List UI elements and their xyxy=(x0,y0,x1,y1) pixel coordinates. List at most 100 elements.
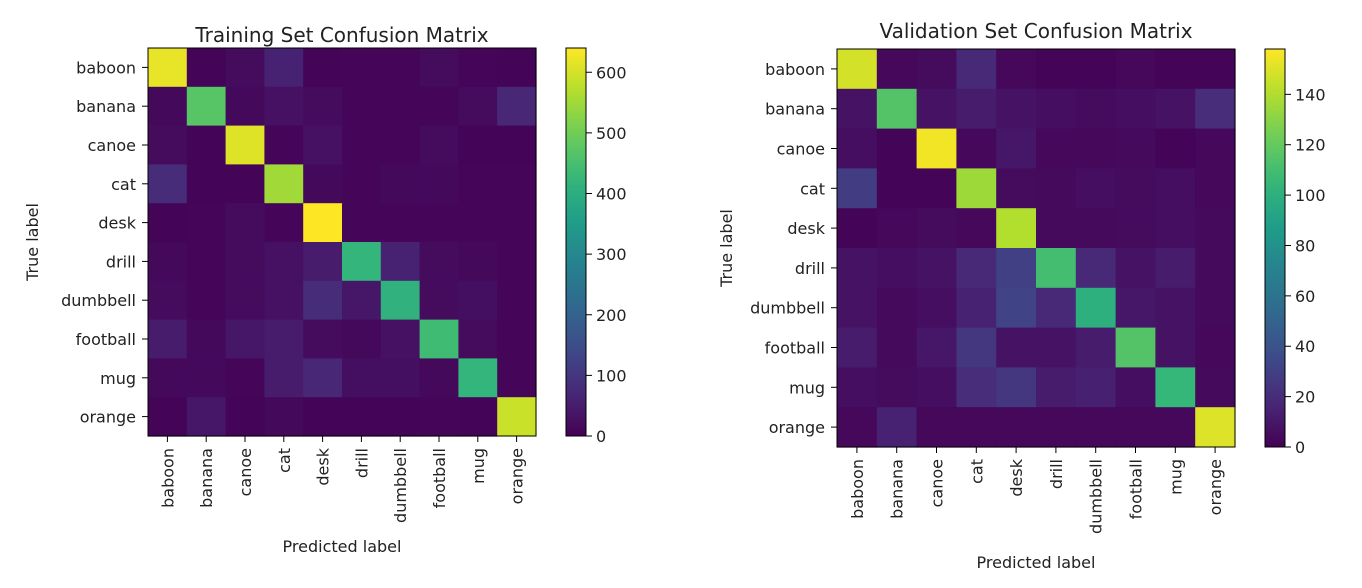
heatmap-cell xyxy=(1195,168,1236,209)
x-tick-label: baboon xyxy=(848,459,867,519)
heatmap-cell xyxy=(1195,327,1236,368)
heatmap-cell xyxy=(148,125,188,165)
y-tick-label: football xyxy=(76,330,136,349)
heatmap-cell xyxy=(1155,287,1196,329)
confusion-matrix-0: Training Set Confusion Matrix baboon banan… xyxy=(23,23,627,556)
x-tick-label: football xyxy=(1127,459,1146,519)
heatmap-cell xyxy=(303,125,343,165)
heatmap-cell xyxy=(1115,208,1156,249)
heatmap-cell xyxy=(380,164,421,204)
y-axis-label: True label xyxy=(717,209,736,288)
y-tick-label: orange xyxy=(80,408,136,427)
heatmap-cell xyxy=(876,128,918,169)
heatmap-cell xyxy=(497,358,537,398)
colorbar-tick-label: 100 xyxy=(1295,186,1326,205)
heatmap-cell xyxy=(264,86,304,127)
heatmap-cell xyxy=(419,319,459,359)
heatmap-cell xyxy=(996,128,1037,169)
heatmap-cell xyxy=(148,48,188,88)
heatmap-cell xyxy=(1195,248,1236,289)
heatmap-cell xyxy=(148,164,188,204)
heatmap-cell xyxy=(342,125,382,165)
heatmap-cell xyxy=(956,49,997,90)
x-tick-label: dumbbell xyxy=(391,448,410,523)
heatmap-cell xyxy=(225,319,265,359)
heatmap-cell xyxy=(342,319,382,359)
heatmap-cell xyxy=(342,48,382,88)
y-tick-label: banana xyxy=(765,100,825,119)
heatmap-cell xyxy=(1036,49,1077,90)
heatmap-cell xyxy=(837,128,878,169)
heatmap-cell xyxy=(419,48,459,88)
x-tick-label: desk xyxy=(314,447,333,485)
colorbar-tick-label: 0 xyxy=(596,427,606,446)
heatmap-cell xyxy=(1155,327,1196,368)
heatmap-cell xyxy=(1155,168,1196,209)
heatmap-cell xyxy=(342,86,382,127)
colorbar-tick-label: 600 xyxy=(596,63,627,82)
heatmap-cell xyxy=(996,49,1037,90)
y-tick-label: cat xyxy=(111,175,136,194)
colorbar-tick-label: 140 xyxy=(1295,85,1326,104)
heatmap-cell xyxy=(342,164,382,204)
heatmap-cell xyxy=(380,86,421,127)
heatmap-cell xyxy=(1075,327,1117,368)
colorbar-tick-label: 0 xyxy=(1295,438,1305,457)
heatmap-cell xyxy=(380,397,421,437)
x-tick-label: orange xyxy=(1206,459,1225,515)
heatmap-cell xyxy=(458,319,498,359)
heatmap-cell xyxy=(1115,168,1156,209)
colorbar-tick-label: 80 xyxy=(1295,236,1315,255)
plot-frame xyxy=(836,48,1236,448)
heatmap-cell xyxy=(956,248,997,289)
heatmap-cell xyxy=(1115,287,1156,329)
heatmap-cell xyxy=(458,280,498,321)
heatmap-cell xyxy=(342,280,382,321)
y-axis-label: True label xyxy=(23,203,42,282)
heatmap-cell xyxy=(225,397,265,437)
heatmap-cell xyxy=(956,367,997,408)
heatmap-cell xyxy=(303,280,343,321)
heatmap-cell xyxy=(996,168,1037,209)
y-tick-label: desk xyxy=(787,219,825,238)
x-tick-label: drill xyxy=(1047,459,1066,489)
heatmap-cell xyxy=(303,242,343,282)
y-tick-label: baboon xyxy=(765,60,825,79)
heatmap-cell xyxy=(380,203,421,243)
heatmap-cell xyxy=(916,367,957,408)
x-tick-label: drill xyxy=(352,448,371,478)
x-tick-label: canoe xyxy=(928,459,947,507)
heatmap-cell xyxy=(225,86,265,127)
heatmap-cell xyxy=(916,407,957,448)
heatmap-cell xyxy=(342,242,382,282)
heatmap-cell xyxy=(186,48,227,88)
heatmap-cell xyxy=(1075,168,1117,209)
y-tick-label: football xyxy=(765,339,825,358)
heatmap-cell xyxy=(837,49,878,90)
y-tick-label: drill xyxy=(106,252,136,271)
heatmap-cell xyxy=(458,358,498,398)
heatmap-cell xyxy=(1075,248,1117,289)
x-axis-label: Predicted label xyxy=(283,537,402,556)
heatmap-cell xyxy=(837,367,878,408)
heatmap-cell xyxy=(458,86,498,127)
y-tick-label: orange xyxy=(769,418,825,437)
heatmap-cell xyxy=(1155,248,1196,289)
y-tick-label: canoe xyxy=(777,140,825,159)
heatmap-cell xyxy=(876,248,918,289)
y-tick-label: mug xyxy=(100,369,136,388)
heatmap-cell xyxy=(225,280,265,321)
heatmap-cell xyxy=(186,203,227,243)
heatmap-cell xyxy=(186,397,227,437)
heatmap-cell xyxy=(186,164,227,204)
heatmap-cell xyxy=(264,48,304,88)
heatmap-cell xyxy=(458,48,498,88)
heatmap-cell xyxy=(497,125,537,165)
heatmap-cell xyxy=(148,86,188,127)
heatmap-cell xyxy=(996,287,1037,329)
heatmap-cell xyxy=(1075,49,1117,90)
heatmap-cell xyxy=(380,242,421,282)
heatmap-cell xyxy=(264,242,304,282)
heatmap-cell xyxy=(1115,407,1156,448)
